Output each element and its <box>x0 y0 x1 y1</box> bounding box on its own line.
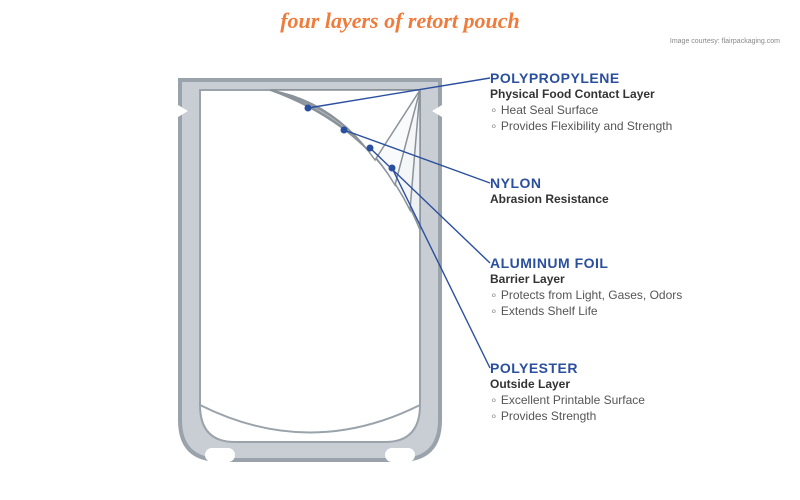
slot-left <box>205 448 235 462</box>
label-bullet-aluminum-1: Extends Shelf Life <box>490 304 682 318</box>
label-title-polypropylene: POLYPROPYLENE <box>490 70 672 86</box>
label-bullet-aluminum-0: Protects from Light, Gases, Odors <box>490 288 682 302</box>
image-credit: Image courtesy: flairpackaging.com <box>670 38 780 45</box>
label-subtitle-polyester: Outside Layer <box>490 377 645 391</box>
label-title-aluminum: ALUMINUM FOIL <box>490 255 682 271</box>
label-nylon: NYLONAbrasion Resistance <box>490 175 609 206</box>
label-subtitle-nylon: Abrasion Resistance <box>490 192 609 206</box>
label-bullet-polypropylene-1: Provides Flexibility and Strength <box>490 119 672 133</box>
label-polyester: POLYESTEROutside Layer Excellent Printabl… <box>490 360 645 423</box>
slot-right <box>385 448 415 462</box>
label-subtitle-polypropylene: Physical Food Contact Layer <box>490 87 672 101</box>
label-aluminum: ALUMINUM FOILBarrier Layer Protects from … <box>490 255 682 318</box>
label-polypropylene: POLYPROPYLENEPhysical Food Contact Layer… <box>490 70 672 133</box>
pouch-illustration <box>150 60 470 480</box>
label-subtitle-aluminum: Barrier Layer <box>490 272 682 286</box>
label-bullet-polyester-0: Excellent Printable Surface <box>490 393 645 407</box>
page-title: four layers of retort pouch <box>280 8 520 34</box>
label-title-polyester: POLYESTER <box>490 360 645 376</box>
label-bullet-polyester-1: Provides Strength <box>490 409 645 423</box>
label-title-nylon: NYLON <box>490 175 609 191</box>
label-bullet-polypropylene-0: Heat Seal Surface <box>490 103 672 117</box>
